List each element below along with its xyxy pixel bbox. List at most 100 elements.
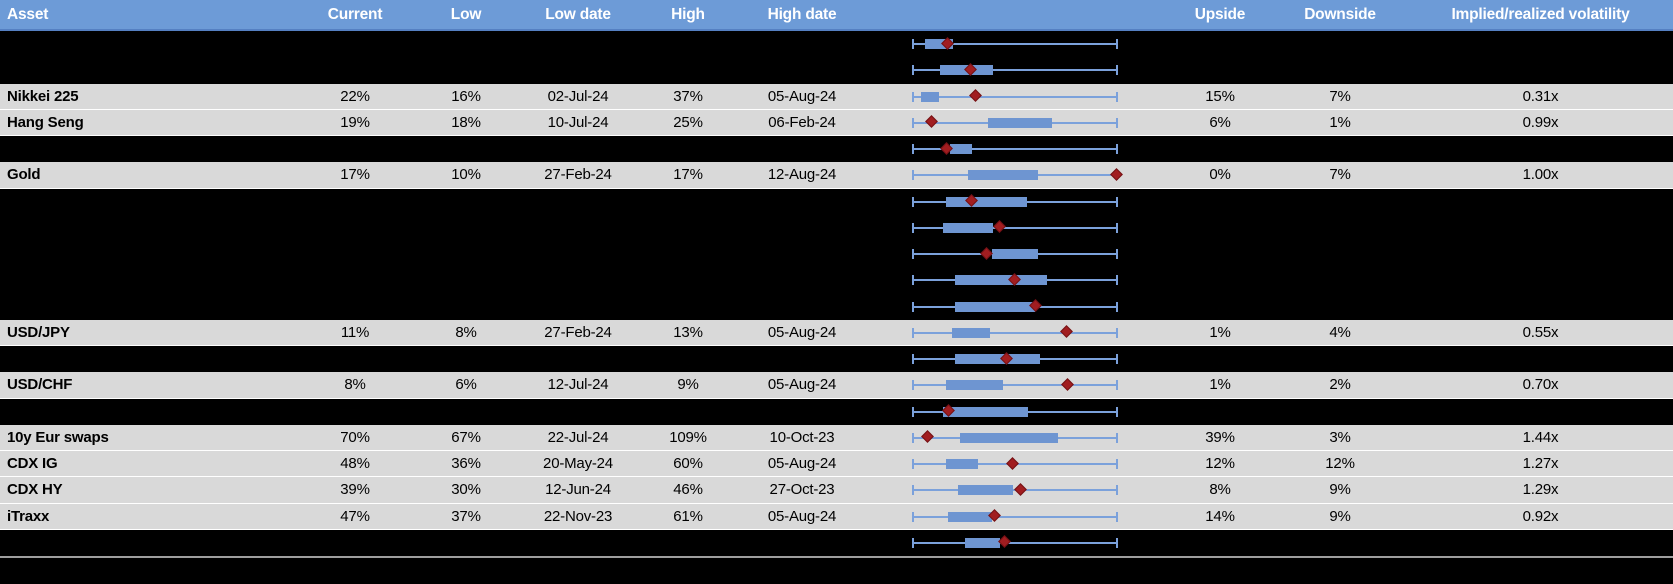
whisker-cap-left [912, 511, 914, 522]
cell-high [634, 215, 742, 241]
whisker-cap-left [912, 222, 914, 233]
cell-asset: 10y Eur swaps [7, 428, 109, 446]
cell-high [634, 57, 742, 83]
column-header-current: Current [327, 6, 383, 23]
cell-asset: iTraxx [7, 507, 50, 525]
cell-high [634, 241, 742, 267]
whisker-cap-left [912, 144, 914, 155]
cell-current [300, 241, 410, 267]
table-row-redacted [0, 214, 1673, 241]
cell-asset [0, 31, 300, 57]
cell-asset [0, 136, 300, 162]
footer-divider-line [0, 556, 1673, 558]
cell-current [300, 189, 410, 215]
whisker-cap-right [1116, 275, 1118, 286]
cell-asset: CDX IG [7, 455, 58, 472]
range-boxplot [862, 215, 1168, 241]
cell-implied-realized [1408, 267, 1673, 293]
cell-upside: 15% [1205, 87, 1235, 105]
cell-asset [0, 399, 300, 425]
whisker-line [913, 148, 1117, 151]
cell-upside [1168, 267, 1272, 293]
cell-current [300, 31, 410, 57]
range-boxplot [862, 267, 1168, 293]
iqr-box [946, 196, 1028, 207]
cell-asset: CDX HY [7, 481, 63, 499]
cell-asset: Hang Seng [7, 113, 84, 131]
cell-high-date: 27-Oct-23 [769, 481, 835, 499]
whisker-cap-right [1116, 301, 1118, 312]
whisker-cap-left [912, 91, 914, 102]
current-level-diamond-icon [968, 89, 982, 102]
whisker-cap-right [1116, 380, 1118, 391]
cell-high-date: 05-Aug-24 [767, 455, 837, 472]
cell-high [634, 31, 742, 57]
iqr-box [942, 222, 993, 233]
cell-high: 60% [673, 455, 703, 472]
cell-downside [1272, 346, 1408, 372]
iqr-box [988, 117, 1052, 128]
iqr-box [991, 249, 1039, 260]
cell-high: 13% [673, 323, 703, 341]
cell-current [300, 267, 410, 293]
cell-low-date [522, 215, 634, 241]
cell-implied-realized [1408, 294, 1673, 320]
cell-low-date: 10-Jul-24 [547, 113, 609, 131]
cell-implied-realized: 0.31x [1522, 87, 1559, 105]
cell-high [634, 294, 742, 320]
cell-low [410, 189, 522, 215]
whisker-cap-left [912, 249, 914, 260]
whisker-cap-right [1116, 222, 1118, 233]
whisker-cap-left [912, 459, 914, 470]
iqr-box [946, 380, 1003, 391]
whisker-line [913, 541, 1117, 544]
cell-high-date [742, 31, 862, 57]
cell-upside [1168, 31, 1272, 57]
cell-low: 37% [451, 507, 481, 525]
column-header-high-date: High date [767, 6, 837, 23]
cell-current: 70% [340, 428, 370, 446]
cell-upside [1168, 136, 1272, 162]
cell-downside: 4% [1329, 323, 1351, 341]
whisker-line [913, 95, 1117, 98]
cell-asset [0, 57, 300, 83]
whisker-cap-left [912, 196, 914, 207]
iqr-box [968, 170, 1039, 181]
cell-downside [1272, 530, 1408, 556]
cell-upside [1168, 346, 1272, 372]
table-row-redacted [0, 31, 1673, 58]
cell-high [634, 346, 742, 372]
cell-low-date: 12-Jun-24 [545, 481, 611, 499]
cell-asset: USD/CHF [7, 376, 73, 394]
table-row: USD/JPY 11% 8% 27-Feb-24 13% 05-Aug-24 1% 4% 0.5… [0, 319, 1673, 346]
iqr-box [946, 459, 979, 470]
cell-downside: 1% [1329, 113, 1351, 131]
cell-upside: 1% [1209, 376, 1231, 394]
column-header-range-chart [862, 0, 1168, 29]
iqr-box [949, 144, 972, 155]
cell-upside: 6% [1209, 113, 1231, 131]
whisker-cap-left [912, 432, 914, 443]
cell-upside [1168, 241, 1272, 267]
range-boxplot [862, 320, 1168, 346]
cell-low-date: 02-Jul-24 [547, 87, 609, 105]
cell-low-date: 12-Jul-24 [547, 376, 609, 394]
cell-high-date [742, 241, 862, 267]
cell-implied-realized: 0.70x [1522, 376, 1559, 394]
cell-asset: USD/JPY [7, 323, 70, 341]
cell-current [300, 215, 410, 241]
column-header-implied-realized: Implied/realized volatility [1451, 6, 1630, 23]
cell-downside: 2% [1329, 376, 1351, 394]
table-row-redacted [0, 57, 1673, 84]
cell-high-date [742, 399, 862, 425]
current-level-diamond-icon [925, 115, 939, 129]
cell-upside: 8% [1209, 481, 1231, 499]
range-boxplot [862, 31, 1168, 57]
cell-current: 48% [340, 455, 370, 472]
cell-low [410, 57, 522, 83]
whisker-cap-left [912, 380, 914, 391]
footer-black-band [0, 558, 1673, 584]
cell-high: 37% [673, 87, 703, 105]
cell-current [300, 294, 410, 320]
